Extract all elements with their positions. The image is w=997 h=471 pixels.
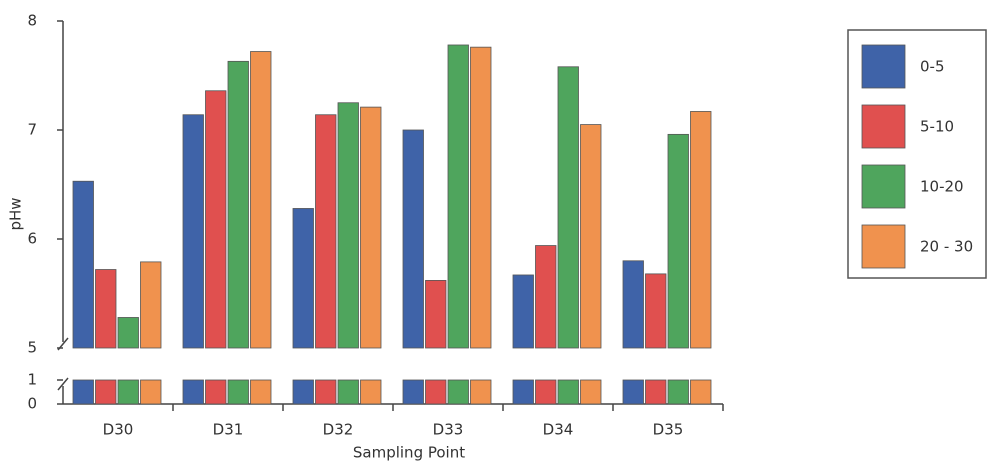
legend-swatch xyxy=(861,104,906,149)
legend-label: 5-10 xyxy=(920,118,954,136)
bar xyxy=(72,180,94,349)
bar xyxy=(140,261,162,349)
bar-lower xyxy=(250,379,272,405)
y-tick-label: 5 xyxy=(27,339,37,357)
bar-lower xyxy=(182,379,204,405)
bar-lower xyxy=(645,379,667,405)
bar-lower xyxy=(205,379,227,405)
bar-lower xyxy=(292,379,314,405)
bar-lower xyxy=(580,379,602,405)
bar xyxy=(337,102,359,349)
bar-lower xyxy=(557,379,579,405)
bar-lower xyxy=(337,379,359,405)
bar-lower xyxy=(315,379,337,405)
y-tick-label: 1 xyxy=(27,371,37,389)
legend-swatch xyxy=(861,164,906,209)
axis-break xyxy=(57,337,69,391)
bar-lower xyxy=(227,379,249,405)
bar xyxy=(667,133,689,349)
bar-lower xyxy=(622,379,644,405)
bar-lower xyxy=(535,379,557,405)
x-tick-label: D34 xyxy=(543,421,574,439)
y-tick-label: 0 xyxy=(27,395,37,413)
x-tick-label: D32 xyxy=(323,421,354,439)
bar xyxy=(292,208,314,349)
bar xyxy=(205,90,227,349)
bar xyxy=(425,280,447,349)
y-axis-label: pHw xyxy=(7,197,25,230)
legend-label: 20 - 30 xyxy=(920,238,973,256)
bar xyxy=(182,114,204,349)
bar-lower xyxy=(447,379,469,405)
bar-lower xyxy=(402,379,424,405)
bar xyxy=(117,317,139,349)
bar xyxy=(470,46,492,349)
legend-swatch xyxy=(861,44,906,89)
bar xyxy=(227,60,249,349)
bar xyxy=(535,245,557,349)
bar-lower xyxy=(360,379,382,405)
x-tick-label: D33 xyxy=(433,421,464,439)
bar xyxy=(402,129,424,349)
bar xyxy=(360,106,382,349)
bar xyxy=(447,44,469,349)
bar-lower xyxy=(512,379,534,405)
bar-lower xyxy=(690,379,712,405)
bar xyxy=(557,66,579,349)
bar-lower xyxy=(425,379,447,405)
bar xyxy=(580,124,602,349)
bar-lower xyxy=(72,379,94,405)
bar xyxy=(512,274,534,349)
x-tick-label: D30 xyxy=(103,421,134,439)
bar-lower xyxy=(470,379,492,405)
y-tick-label: 7 xyxy=(27,121,37,139)
legend-swatch xyxy=(861,224,906,269)
bar-lower xyxy=(95,379,117,405)
bar xyxy=(315,114,337,349)
legend-label: 0-5 xyxy=(920,58,945,76)
bar xyxy=(622,260,644,349)
bar xyxy=(95,269,117,349)
x-axis-label: Sampling Point xyxy=(353,444,465,462)
x-tick-label: D35 xyxy=(653,421,684,439)
bar xyxy=(645,273,667,349)
legend-label: 10-20 xyxy=(920,178,964,196)
y-tick-label: 8 xyxy=(27,12,37,30)
y-tick-label: 6 xyxy=(27,230,37,248)
bar-lower xyxy=(667,379,689,405)
bar xyxy=(250,51,272,349)
bar-lower xyxy=(117,379,139,405)
x-tick-label: D31 xyxy=(213,421,244,439)
bar xyxy=(690,111,712,349)
bar-lower xyxy=(140,379,162,405)
